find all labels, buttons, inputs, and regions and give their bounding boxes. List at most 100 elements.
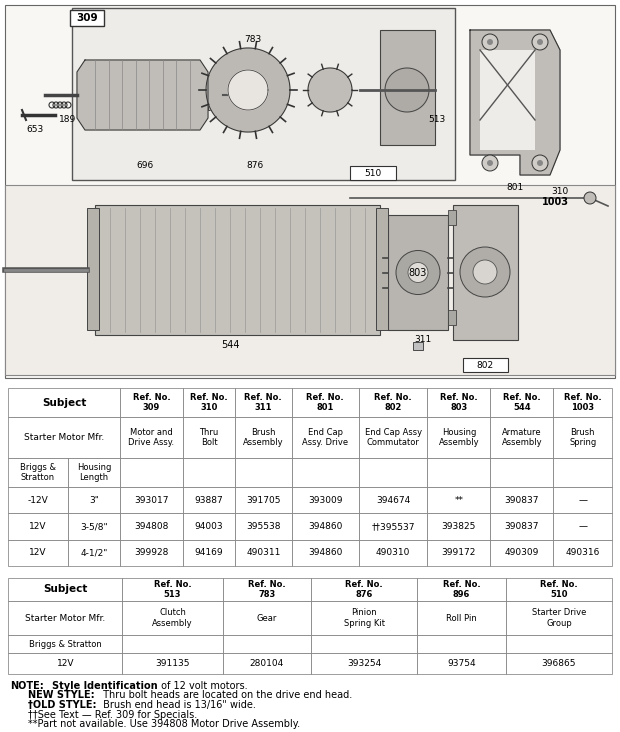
Bar	[223, 635, 311, 654]
Text: 12V: 12V	[29, 522, 46, 531]
Text: Motor and
Drive Assy.: Motor and Drive Assy.	[128, 428, 174, 447]
Polygon shape	[308, 68, 352, 112]
Text: 393009: 393009	[308, 496, 342, 505]
Text: Ref. No.
802: Ref. No. 802	[374, 393, 412, 412]
Bar	[490, 458, 553, 488]
Text: 653: 653	[27, 125, 43, 135]
Text: ††395537: ††395537	[371, 522, 415, 531]
Text: 876: 876	[246, 160, 264, 170]
Text: Thru bolt heads are located on the drive end head.: Thru bolt heads are located on the drive…	[100, 690, 352, 701]
Text: End Cap Assy
Commutator: End Cap Assy Commutator	[365, 428, 422, 447]
Text: ‑12V: ‑12V	[27, 496, 48, 505]
Text: NEW STYLE:: NEW STYLE:	[28, 690, 95, 701]
Text: —: —	[578, 496, 587, 505]
Bar	[183, 388, 235, 417]
Bar	[120, 388, 183, 417]
Text: Ref. No.
510: Ref. No. 510	[540, 580, 578, 599]
Text: 490311: 490311	[246, 548, 280, 557]
Bar	[506, 635, 612, 654]
Bar	[427, 417, 490, 458]
Bar	[8, 488, 68, 513]
Circle shape	[473, 260, 497, 284]
Text: Gear: Gear	[257, 613, 277, 622]
Bar	[417, 601, 506, 635]
Text: 309: 309	[76, 13, 98, 23]
Text: Roll Pin: Roll Pin	[446, 613, 477, 622]
Bar	[490, 417, 553, 458]
Bar	[553, 513, 612, 539]
Bar	[122, 654, 223, 674]
Bar	[359, 458, 427, 488]
Text: Ref. No.
876: Ref. No. 876	[345, 580, 383, 599]
Text: Ref. No.
801: Ref. No. 801	[306, 393, 344, 412]
Text: 513: 513	[428, 116, 446, 124]
Bar	[427, 488, 490, 513]
Bar	[427, 388, 490, 417]
Bar	[5, 185, 615, 375]
Bar	[417, 635, 506, 654]
Bar	[427, 458, 490, 488]
Bar	[490, 488, 553, 513]
Text: Brush
Assembly: Brush Assembly	[243, 428, 283, 447]
Text: 395538: 395538	[246, 522, 280, 531]
Bar	[427, 513, 490, 539]
Text: 1003: 1003	[541, 197, 569, 207]
Bar	[553, 488, 612, 513]
Bar	[417, 654, 506, 674]
Text: 490310: 490310	[376, 548, 410, 557]
Bar	[359, 513, 427, 539]
Circle shape	[396, 250, 440, 294]
Bar	[453, 205, 518, 340]
Text: of 12 volt motors.: of 12 volt motors.	[158, 681, 247, 691]
Text: 93887: 93887	[195, 496, 223, 505]
Text: Brush
Spring: Brush Spring	[569, 428, 596, 447]
Bar	[553, 417, 612, 458]
Bar	[223, 654, 311, 674]
Bar	[183, 417, 235, 458]
Bar	[70, 10, 104, 26]
Text: **: **	[454, 496, 463, 505]
Text: Armature
Assembly: Armature Assembly	[502, 428, 542, 447]
Bar	[8, 601, 122, 635]
Text: 12V: 12V	[56, 660, 74, 668]
Polygon shape	[228, 70, 268, 110]
Circle shape	[482, 155, 498, 171]
Bar	[183, 513, 235, 539]
Text: 399928: 399928	[134, 548, 169, 557]
Bar	[359, 417, 427, 458]
Text: Ref. No.
310: Ref. No. 310	[190, 393, 228, 412]
Text: Briggs &
Stratton: Briggs & Stratton	[20, 463, 56, 482]
Bar	[553, 539, 612, 566]
Bar	[553, 388, 612, 417]
Text: Ref. No.
544: Ref. No. 544	[503, 393, 541, 412]
Text: 394674: 394674	[376, 496, 410, 505]
Bar	[8, 654, 122, 674]
Bar	[427, 539, 490, 566]
Text: —: —	[578, 522, 587, 531]
Text: 510: 510	[365, 168, 382, 177]
Bar	[490, 539, 553, 566]
Polygon shape	[77, 60, 208, 130]
Text: †OLD STYLE:: †OLD STYLE:	[28, 700, 97, 710]
Bar	[417, 578, 506, 601]
Text: 801: 801	[507, 184, 524, 193]
Bar	[183, 488, 235, 513]
Text: 393825: 393825	[441, 522, 476, 531]
Bar	[8, 417, 120, 458]
Bar	[291, 388, 359, 417]
Text: Style Identification: Style Identification	[52, 681, 157, 691]
Text: 394808: 394808	[134, 522, 169, 531]
Text: End Cap
Assy. Drive: End Cap Assy. Drive	[302, 428, 348, 447]
Text: 391705: 391705	[246, 496, 280, 505]
Text: 696: 696	[136, 160, 154, 170]
Text: Housing
Assembly: Housing Assembly	[438, 428, 479, 447]
Bar	[120, 539, 183, 566]
Text: 94003: 94003	[195, 522, 223, 531]
Text: 280104: 280104	[250, 660, 284, 668]
Bar	[506, 601, 612, 635]
Text: 544: 544	[221, 340, 239, 350]
Text: 94169: 94169	[195, 548, 223, 557]
Text: Starter Motor Mfr.: Starter Motor Mfr.	[25, 613, 105, 622]
Bar	[235, 539, 291, 566]
Bar	[5, 5, 615, 378]
